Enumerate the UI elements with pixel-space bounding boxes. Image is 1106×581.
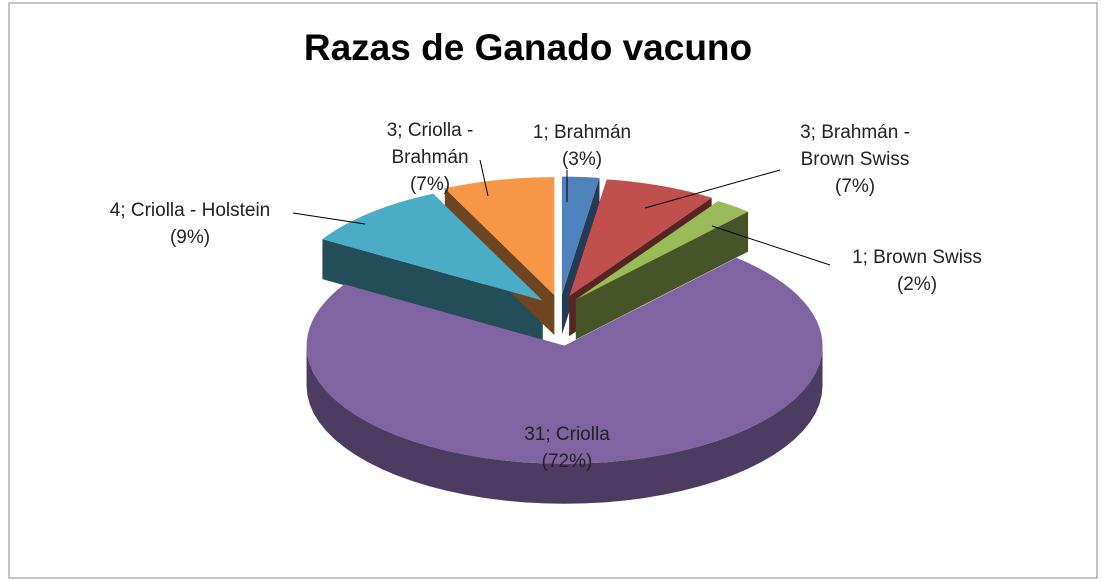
pie-slice <box>561 176 600 295</box>
leader-line <box>644 169 781 209</box>
data-label: (72%) <box>542 451 593 472</box>
data-label: 3; Brahmán - <box>800 122 910 143</box>
data-label: (2%) <box>897 274 937 295</box>
slice-side <box>306 345 823 504</box>
slice-wall <box>322 239 543 341</box>
data-label: (7%) <box>410 174 450 195</box>
leader-line <box>292 212 366 225</box>
data-label: Brahmán <box>391 147 468 168</box>
leader-line <box>479 159 489 197</box>
data-label: (7%) <box>835 176 875 197</box>
data-label: 3; Criolla - <box>387 120 474 141</box>
leader-line <box>711 225 831 266</box>
pie-slice <box>322 193 543 301</box>
data-label: 1; Brown Swiss <box>852 247 982 268</box>
data-label: (9%) <box>170 227 210 248</box>
pie-slice <box>444 177 555 296</box>
data-label: 31; Criolla <box>524 424 610 445</box>
chart-title: Razas de Ganado vacuno <box>304 27 752 68</box>
data-label: (3%) <box>562 149 602 170</box>
pie-slice <box>575 201 749 300</box>
slice-wall <box>575 211 749 340</box>
data-label: 1; Brahmán <box>533 122 631 143</box>
pie-slice <box>569 179 712 297</box>
data-label: Brown Swiss <box>801 149 910 170</box>
pie-slice <box>306 257 823 464</box>
data-label: 4; Criolla - Holstein <box>110 200 271 221</box>
